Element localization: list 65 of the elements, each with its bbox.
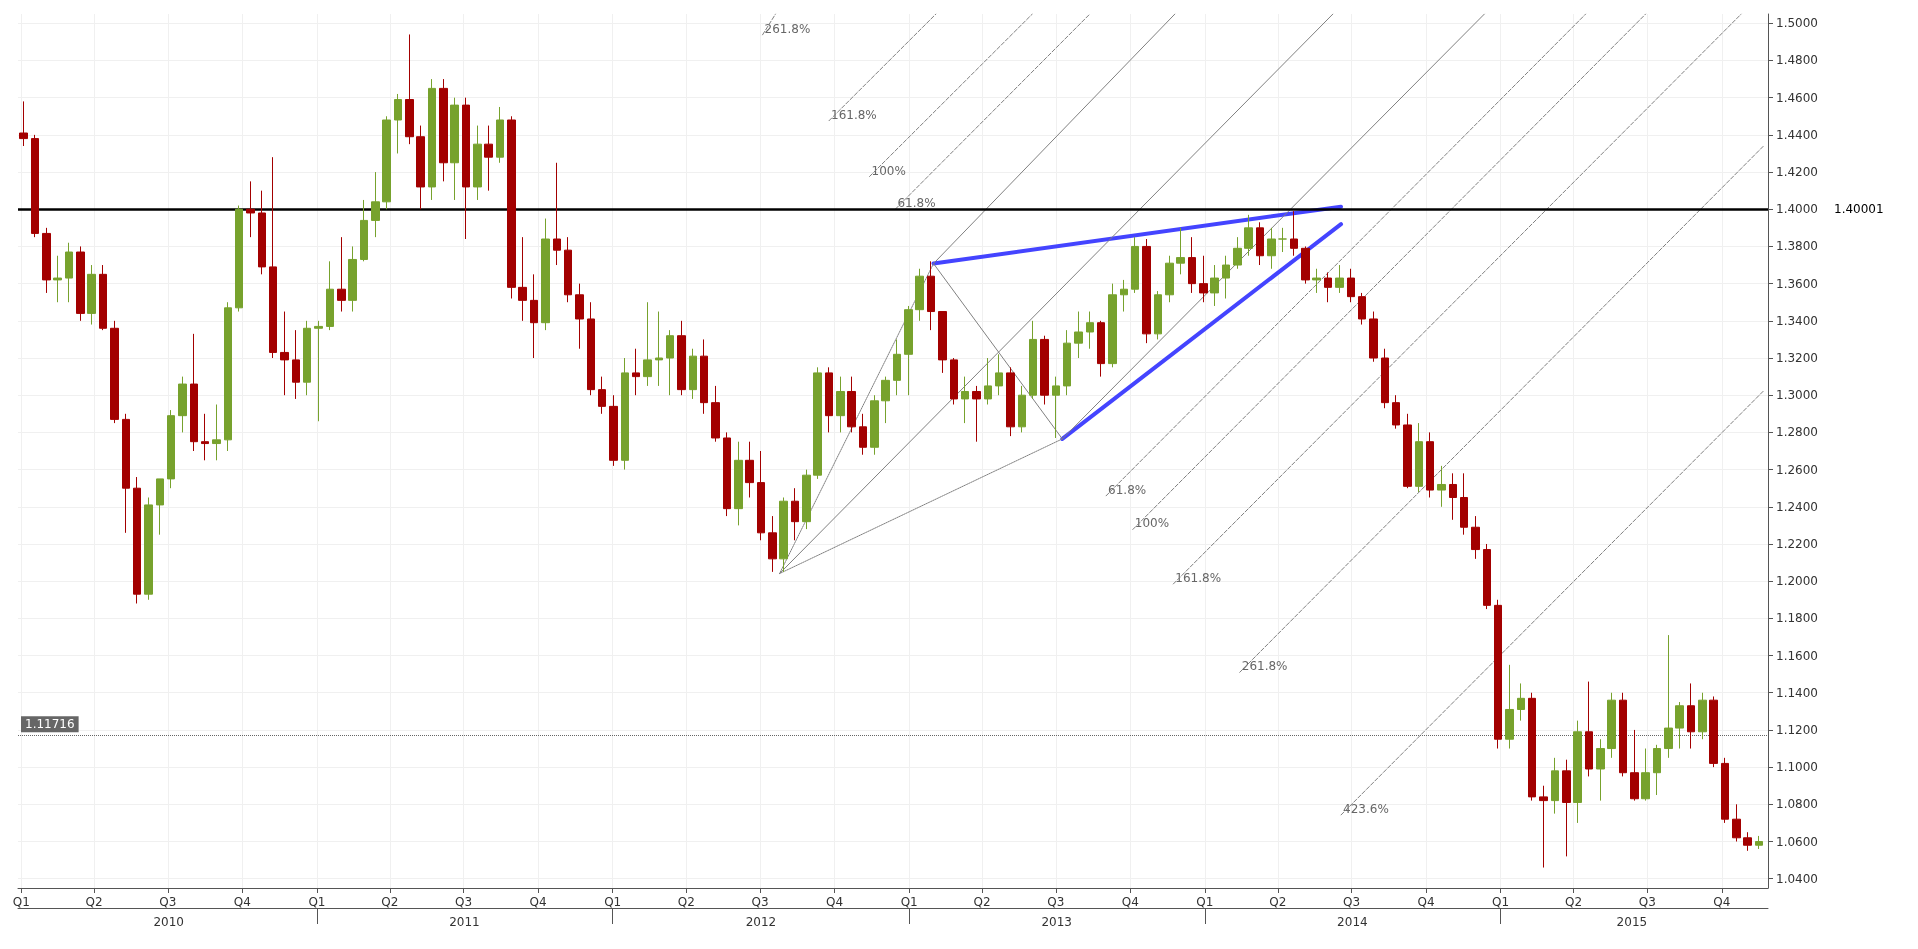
annotation: 161.8% [831,107,877,122]
x-tick-label: Q1 [604,895,622,909]
ref-line-label: 1.40001 [1834,202,1884,217]
x-tick-label: Q4 [529,895,547,909]
x2-tick-label: 2015 [1616,915,1648,929]
x-tick-label: Q4 [233,895,251,909]
y-tick-label: 1.2800 [1776,425,1818,440]
x-tick-label: Q2 [1565,895,1583,909]
x-tick-label: Q2 [1269,895,1287,909]
annotation: 100% [1134,516,1170,531]
x-tick-label: Q3 [1047,895,1065,909]
x2-tick-label: 2014 [1337,915,1368,929]
x-tick-label: Q1 [1196,895,1214,909]
y-tick-label: 1.3800 [1776,239,1818,254]
x2-tick-label: 2011 [449,915,480,929]
x-tick-label: Q4 [1417,895,1435,909]
y-tick-label: 1.4200 [1776,165,1818,180]
x-tick-label: Q4 [1121,895,1139,909]
x-tick-label: Q2 [85,895,103,909]
x-tick-label: Q1 [308,895,326,909]
x-tick-label: Q3 [1343,895,1361,909]
x-tick-label: Q1 [1492,895,1510,909]
x-tick-label: Q3 [455,895,473,909]
x-tick-label: Q3 [1638,895,1656,909]
y-tick-label: 1.5000 [1776,16,1818,31]
x-tick-label: Q1 [900,895,918,909]
y-tick-label: 1.1400 [1776,685,1818,700]
y-tick-label: 1.1000 [1776,760,1818,775]
x2-tick-label: 2010 [153,915,184,929]
ref-line-label: 1.11716 [25,717,75,732]
y-tick-label: 1.1800 [1776,611,1818,626]
x-tick-label: Q3 [159,895,177,909]
y-tick-label: 1.0800 [1776,797,1818,812]
y-tick-label: 1.3600 [1776,276,1818,291]
annotation: 61.8% [897,196,936,211]
annotation: 161.8% [1175,570,1222,585]
y-tick-label: 1.0600 [1776,834,1818,849]
x2-tick-label: 2013 [1041,915,1072,929]
y-tick-label: 1.2000 [1776,574,1818,589]
x-tick-label: Q2 [381,895,399,909]
annotation: 61.8% [1108,482,1147,497]
y-tick-label: 1.2200 [1776,536,1818,551]
x-tick-label: Q2 [677,895,695,909]
x2-tick-label: 2012 [745,915,777,929]
y-tick-label: 1.0400 [1776,871,1818,886]
y-tick-label: 1.4600 [1776,90,1818,105]
x-tick-label: Q3 [751,895,769,909]
y-tick-label: 1.3000 [1776,388,1818,403]
y-tick-label: 1.1200 [1776,722,1818,737]
y-tick-label: 1.3200 [1776,351,1818,366]
annotation: 261.8% [764,21,811,36]
annotation: 100% [871,163,906,178]
x-tick-label: Q2 [973,895,991,909]
annotation: 261.8% [1241,659,1288,674]
y-tick-label: 1.2400 [1776,499,1818,514]
y-tick-label: 1.4400 [1776,127,1818,142]
y-tick-label: 1.4800 [1776,53,1818,68]
x-tick-label: Q1 [12,895,30,909]
annotation: 423.6% [1343,801,1389,816]
x-tick-label: Q4 [1713,895,1731,909]
y-tick-label: 1.2600 [1776,462,1818,477]
y-tick-label: 1.1600 [1776,648,1818,663]
x-tick-label: Q4 [826,895,844,909]
y-tick-label: 1.4000 [1776,202,1818,217]
y-tick-label: 1.3400 [1776,313,1818,328]
